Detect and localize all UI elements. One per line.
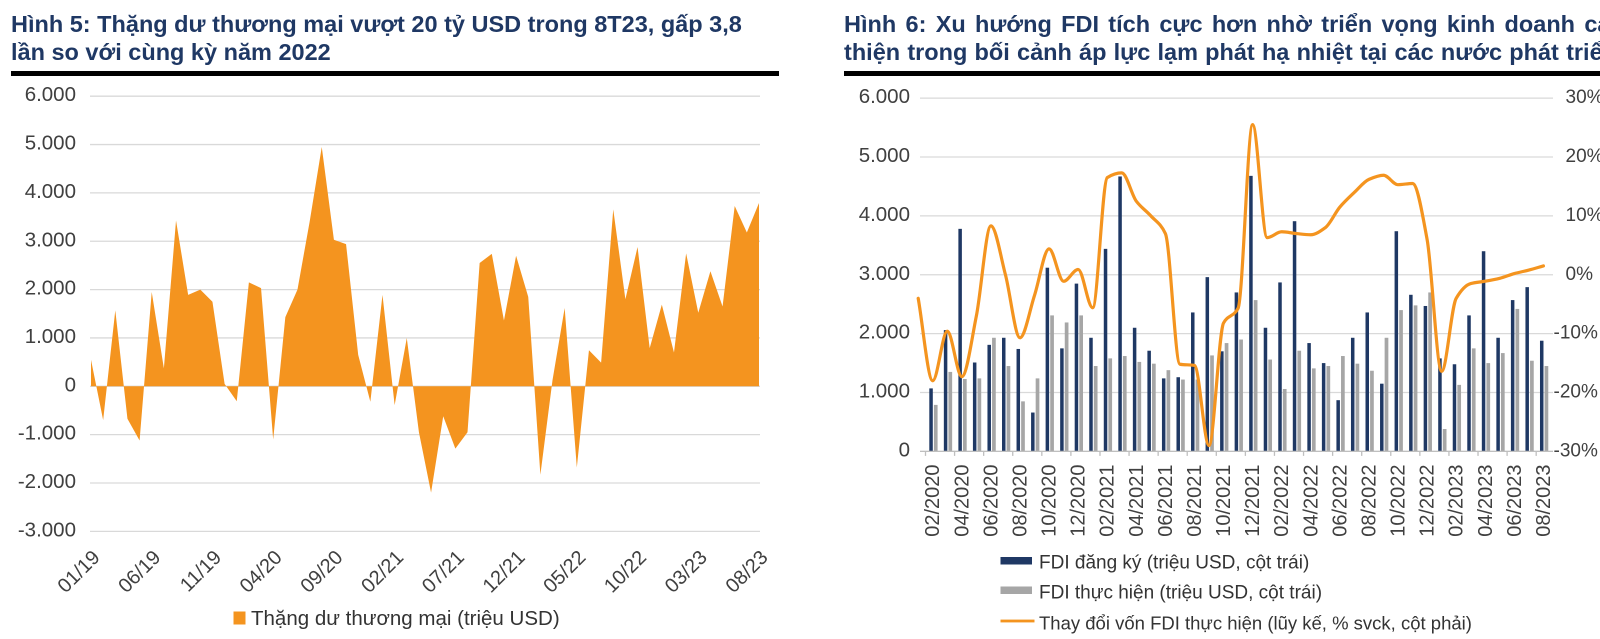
svg-text:04/2023: 04/2023 [1475, 465, 1497, 537]
svg-text:0%: 0% [1566, 264, 1594, 285]
svg-text:-3.000: -3.000 [18, 518, 76, 541]
svg-text:04/2020: 04/2020 [951, 465, 973, 537]
svg-text:10/2021: 10/2021 [1213, 465, 1235, 537]
svg-text:06/2022: 06/2022 [1329, 465, 1351, 537]
svg-text:06/2023: 06/2023 [1504, 465, 1526, 537]
svg-text:12/2022: 12/2022 [1417, 465, 1439, 537]
svg-text:FDI đăng ký (triệu USD, cột tr: FDI đăng ký (triệu USD, cột trái) [1039, 553, 1309, 574]
svg-text:02/21: 02/21 [357, 546, 408, 597]
svg-text:2.000: 2.000 [859, 321, 910, 344]
svg-text:6.000: 6.000 [859, 85, 910, 108]
svg-text:4.000: 4.000 [25, 180, 76, 203]
svg-text:-1.000: -1.000 [18, 422, 76, 445]
svg-text:Thay đổi vốn FDI thực hiện (lũ: Thay đổi vốn FDI thực hiện (lũy kế, % sv… [1039, 613, 1472, 634]
svg-text:09/20: 09/20 [296, 546, 347, 597]
svg-text:10/2020: 10/2020 [1039, 465, 1061, 537]
svg-text:06/2020: 06/2020 [980, 465, 1002, 537]
svg-text:2.000: 2.000 [25, 277, 76, 300]
svg-text:08/2022: 08/2022 [1358, 465, 1380, 537]
svg-text:1.000: 1.000 [859, 380, 910, 403]
svg-text:3.000: 3.000 [859, 262, 910, 285]
svg-text:11/19: 11/19 [176, 546, 226, 596]
svg-text:20%: 20% [1566, 146, 1600, 167]
svg-text:04/2021: 04/2021 [1126, 465, 1148, 537]
svg-text:06/2021: 06/2021 [1155, 465, 1177, 537]
svg-text:10/2022: 10/2022 [1388, 465, 1410, 537]
svg-text:03/23: 03/23 [661, 546, 712, 597]
svg-text:04/20: 04/20 [236, 546, 287, 597]
svg-text:-20%: -20% [1554, 382, 1598, 403]
svg-text:12/2020: 12/2020 [1068, 465, 1090, 537]
svg-text:08/2020: 08/2020 [1009, 465, 1031, 537]
svg-text:0: 0 [65, 373, 76, 396]
svg-text:10%: 10% [1566, 205, 1600, 226]
svg-text:05/22: 05/22 [539, 546, 590, 597]
svg-text:02/2021: 02/2021 [1097, 465, 1119, 537]
svg-text:06/19: 06/19 [114, 546, 165, 597]
svg-text:30%: 30% [1566, 87, 1600, 108]
svg-text:02/2023: 02/2023 [1446, 465, 1468, 537]
svg-text:3.000: 3.000 [25, 228, 76, 251]
svg-text:12/21: 12/21 [479, 546, 530, 597]
svg-text:1.000: 1.000 [25, 325, 76, 348]
svg-text:08/2021: 08/2021 [1184, 465, 1206, 537]
svg-text:-30%: -30% [1554, 440, 1598, 461]
svg-text:04/2022: 04/2022 [1300, 465, 1322, 537]
svg-text:08/2023: 08/2023 [1533, 465, 1555, 537]
svg-text:02/2020: 02/2020 [922, 465, 944, 537]
svg-text:Thặng dư thương mại (triệu USD: Thặng dư thương mại (triệu USD) [251, 607, 560, 630]
svg-text:08/23: 08/23 [722, 546, 773, 597]
svg-text:6.000: 6.000 [25, 83, 76, 106]
svg-text:02/2022: 02/2022 [1271, 465, 1293, 537]
svg-text:FDI thực hiện (triệu USD, cột: FDI thực hiện (triệu USD, cột trái) [1039, 583, 1322, 604]
svg-text:-10%: -10% [1554, 323, 1598, 344]
svg-text:5.000: 5.000 [25, 132, 76, 155]
svg-text:-2.000: -2.000 [18, 470, 76, 493]
svg-text:12/2021: 12/2021 [1242, 465, 1264, 537]
svg-text:0: 0 [899, 438, 910, 461]
svg-text:07/21: 07/21 [418, 546, 469, 597]
svg-text:10/22: 10/22 [600, 546, 651, 597]
svg-text:4.000: 4.000 [859, 203, 910, 226]
svg-text:01/19: 01/19 [54, 546, 105, 597]
svg-text:5.000: 5.000 [859, 144, 910, 167]
